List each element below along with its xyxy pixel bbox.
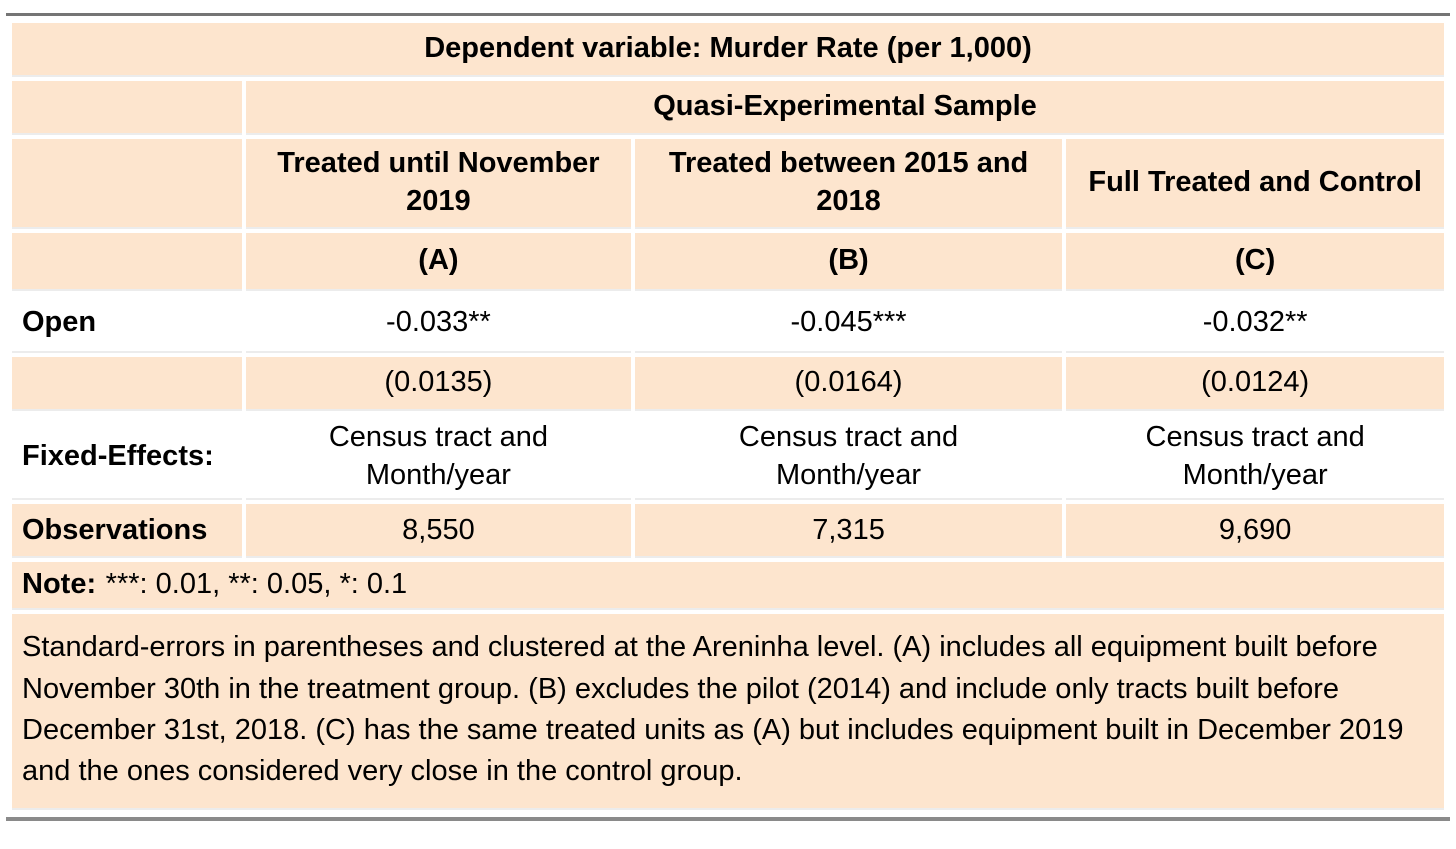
fixed-effects-c-text: Census tract and Month/year xyxy=(1145,421,1365,491)
observations-c: 9,690 xyxy=(1066,504,1444,559)
empty-stub-cell xyxy=(12,357,243,411)
observations-a: 8,550 xyxy=(246,504,631,559)
std-error-c: (0.0124) xyxy=(1066,357,1444,411)
group-header-row: Quasi-Experimental Sample xyxy=(12,81,1444,135)
column-header-b: Treated between 2015 and 2018 xyxy=(634,139,1063,229)
title-row: Dependent variable: Murder Rate (per 1,0… xyxy=(12,23,1444,77)
observations-b: 7,315 xyxy=(634,504,1063,559)
empty-stub-cell xyxy=(12,233,243,291)
fixed-effects-row: Fixed-Effects: Census tract and Month/ye… xyxy=(12,415,1444,501)
significance-note-cell: Note: ***: 0.01, **: 0.05, *: 0.1 xyxy=(12,562,1444,611)
coefficient-row-open: Open -0.033** -0.045*** -0.032** xyxy=(12,295,1444,353)
regression-table: Dependent variable: Murder Rate (per 1,0… xyxy=(8,19,1448,814)
significance-note-row: Note: ***: 0.01, **: 0.05, *: 0.1 xyxy=(12,562,1444,611)
page: Dependent variable: Murder Rate (per 1,0… xyxy=(0,13,1456,849)
column-header-a: Treated until November 2019 xyxy=(246,139,631,229)
model-label-a: (A) xyxy=(246,233,631,291)
row-label-observations: Observations xyxy=(12,504,243,559)
footnote-row: Standard-errors in parentheses and clust… xyxy=(12,614,1444,810)
fixed-effects-c: Census tract and Month/year xyxy=(1066,415,1444,501)
open-coef-c: -0.032** xyxy=(1066,295,1444,353)
note-label: Note: xyxy=(22,568,97,601)
fixed-effects-b: Census tract and Month/year xyxy=(634,415,1063,501)
std-error-b: (0.0164) xyxy=(634,357,1063,411)
column-header-c: Full Treated and Control xyxy=(1066,139,1444,229)
open-coef-b: -0.045*** xyxy=(634,295,1063,353)
row-label-fixed-effects: Fixed-Effects: xyxy=(12,415,243,501)
row-label-open: Open xyxy=(12,295,243,353)
model-label-c: (C) xyxy=(1066,233,1444,291)
std-error-row: (0.0135) (0.0164) (0.0124) xyxy=(12,357,1444,411)
sample-group-header: Quasi-Experimental Sample xyxy=(246,81,1444,135)
empty-stub-cell xyxy=(12,139,243,229)
empty-stub-cell xyxy=(12,81,243,135)
fixed-effects-a: Census tract and Month/year xyxy=(246,415,631,501)
fixed-effects-b-text: Census tract and Month/year xyxy=(738,421,959,491)
fixed-effects-a-text: Census tract and Month/year xyxy=(328,421,549,491)
footnote-text: Standard-errors in parentheses and clust… xyxy=(12,614,1444,810)
column-header-row: Treated until November 2019 Treated betw… xyxy=(12,139,1444,229)
significance-legend: ***: 0.01, **: 0.05, *: 0.1 xyxy=(105,568,408,601)
observations-row: Observations 8,550 7,315 9,690 xyxy=(12,504,1444,559)
std-error-a: (0.0135) xyxy=(246,357,631,411)
model-label-b: (B) xyxy=(634,233,1063,291)
regression-table-wrapper: Dependent variable: Murder Rate (per 1,0… xyxy=(6,13,1450,821)
model-label-row: (A) (B) (C) xyxy=(12,233,1444,291)
dependent-variable-title: Dependent variable: Murder Rate (per 1,0… xyxy=(12,23,1444,77)
open-coef-a: -0.033** xyxy=(246,295,631,353)
